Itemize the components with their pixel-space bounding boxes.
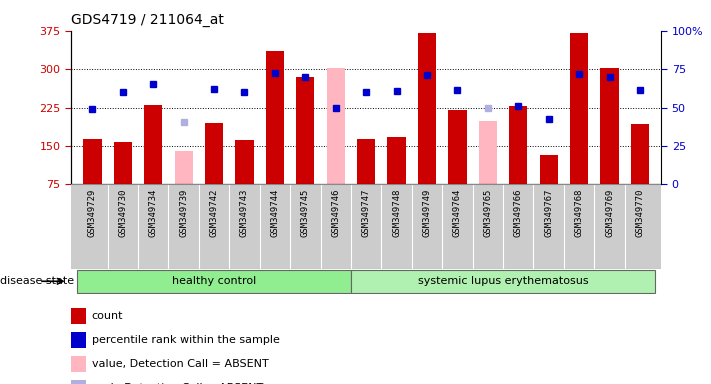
Text: GSM349734: GSM349734 [149, 189, 158, 237]
Bar [326, 68, 345, 184]
Text: GSM349768: GSM349768 [574, 189, 584, 237]
Bar [266, 51, 284, 184]
Text: GSM349769: GSM349769 [605, 189, 614, 237]
Bar [83, 139, 102, 184]
Text: GSM349766: GSM349766 [514, 189, 523, 237]
Bar [479, 121, 497, 184]
Bar [71, 308, 86, 323]
Bar [296, 77, 314, 184]
Bar [570, 33, 588, 184]
Text: GSM349742: GSM349742 [210, 189, 218, 237]
Bar [357, 139, 375, 184]
Bar [144, 105, 162, 184]
Text: GSM349729: GSM349729 [88, 189, 97, 237]
Text: GSM349744: GSM349744 [270, 189, 279, 237]
Text: percentile rank within the sample: percentile rank within the sample [92, 335, 279, 345]
Bar [71, 332, 86, 348]
Text: GSM349749: GSM349749 [422, 189, 432, 237]
Bar [71, 380, 86, 384]
Bar [77, 270, 351, 293]
Text: healthy control: healthy control [172, 276, 256, 286]
Bar [387, 137, 406, 184]
Bar [235, 140, 254, 184]
Text: GSM349730: GSM349730 [118, 189, 127, 237]
Bar [114, 142, 132, 184]
Bar [205, 123, 223, 184]
Bar [351, 270, 655, 293]
Text: disease state: disease state [0, 276, 74, 286]
Text: GDS4719 / 211064_at: GDS4719 / 211064_at [71, 13, 224, 27]
Text: GSM349748: GSM349748 [392, 189, 401, 237]
Text: GSM349745: GSM349745 [301, 189, 310, 237]
Text: systemic lupus erythematosus: systemic lupus erythematosus [418, 276, 589, 286]
Bar [509, 106, 528, 184]
Text: rank, Detection Call = ABSENT: rank, Detection Call = ABSENT [92, 383, 263, 384]
Text: GSM349746: GSM349746 [331, 189, 341, 237]
Bar [449, 110, 466, 184]
Bar [540, 155, 558, 184]
Bar [600, 68, 619, 184]
Text: GSM349770: GSM349770 [636, 189, 644, 237]
Bar [631, 124, 649, 184]
Bar [71, 356, 86, 372]
Bar [174, 151, 193, 184]
Bar [418, 33, 436, 184]
Text: GSM349767: GSM349767 [544, 189, 553, 237]
Text: value, Detection Call = ABSENT: value, Detection Call = ABSENT [92, 359, 269, 369]
Text: GSM349743: GSM349743 [240, 189, 249, 237]
Text: GSM349764: GSM349764 [453, 189, 462, 237]
Text: GSM349765: GSM349765 [483, 189, 492, 237]
Text: count: count [92, 311, 123, 321]
Text: GSM349747: GSM349747 [362, 189, 370, 237]
Text: GSM349739: GSM349739 [179, 189, 188, 237]
